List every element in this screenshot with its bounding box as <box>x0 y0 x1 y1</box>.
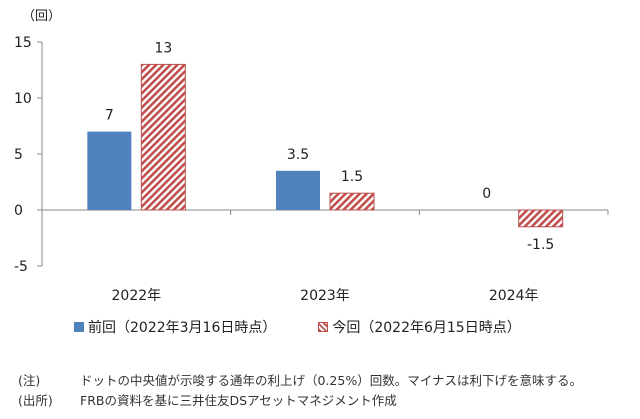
legend-label-current: 今回（2022年6月15日時点） <box>332 320 521 336</box>
legend-label-previous: 前回（2022年3月16日時点） <box>88 320 277 336</box>
y-tick-label: 15 <box>14 35 32 51</box>
data-label: 13 <box>154 40 172 56</box>
data-label: 1.5 <box>341 169 363 185</box>
bar-previous <box>87 131 132 210</box>
x-category-label: 2022年 <box>112 288 162 304</box>
y-tick-label: 10 <box>14 91 32 107</box>
legend-item-previous: 前回（2022年3月16日時点） <box>74 317 276 337</box>
x-category-label: 2023年 <box>300 288 350 304</box>
data-label: 0 <box>482 186 491 202</box>
footnote-source-label: (出所) <box>18 393 53 408</box>
bar-current <box>329 192 375 211</box>
bar-current <box>518 209 564 228</box>
x-category-label: 2024年 <box>489 288 539 304</box>
footnote-note-label: (注) <box>18 373 41 388</box>
data-label: -1.5 <box>527 237 554 253</box>
y-tick-label: 0 <box>14 203 23 219</box>
footnote-source: (出所) FRBの資料を基に三井住友DSアセットマネジメント作成 <box>18 391 582 411</box>
data-label: 3.5 <box>287 147 309 163</box>
footnotes: (注) ドットの中央値が示唆する通年の利上げ（0.25%）回数。マイナスは利下げ… <box>18 371 582 411</box>
footnote-note: (注) ドットの中央値が示唆する通年の利上げ（0.25%）回数。マイナスは利下げ… <box>18 371 582 391</box>
legend-item-current: 今回（2022年6月15日時点） <box>318 317 521 337</box>
legend: 前回（2022年3月16日時点） 今回（2022年6月15日時点） <box>74 317 563 337</box>
y-axis-unit-label: （回） <box>22 9 61 24</box>
data-label: 7 <box>105 108 114 124</box>
bar-current <box>140 63 186 211</box>
footnote-note-text: ドットの中央値が示唆する通年の利上げ（0.25%）回数。マイナスは利下げを意味す… <box>80 373 582 388</box>
y-tick-label: -5 <box>14 259 28 275</box>
bar-previous <box>276 170 320 210</box>
footnote-source-text: FRBの資料を基に三井住友DSアセットマネジメント作成 <box>80 393 397 408</box>
bar-chart: （回） 15 10 5 0 -5 2022年 2023年 2024年 7 3.5 0 13 1.5 -1… <box>14 9 609 304</box>
legend-swatch-previous <box>74 322 84 332</box>
legend-swatch-current <box>318 322 329 332</box>
y-tick-label: 5 <box>14 147 23 163</box>
